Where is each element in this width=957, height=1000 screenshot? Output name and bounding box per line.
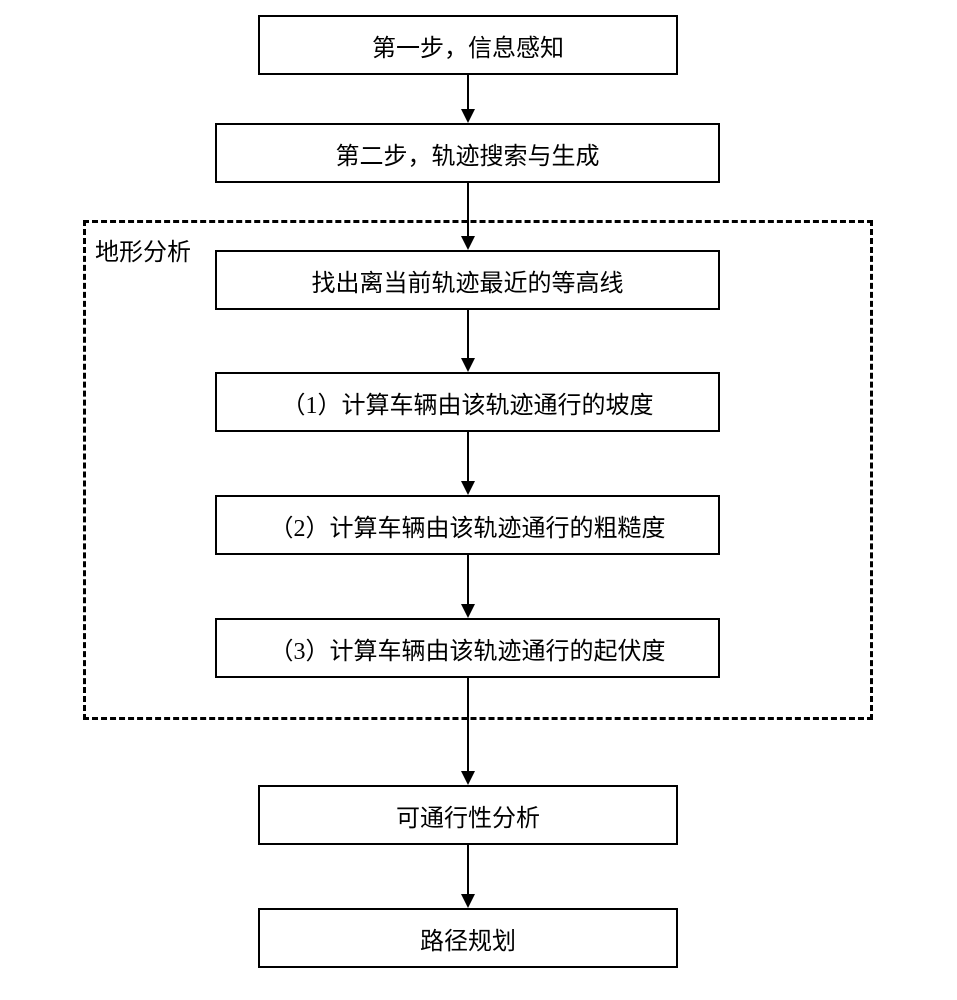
terrain-undulation-box: （3）计算车辆由该轨迹通行的起伏度 [215,618,720,678]
terrain-analysis-label: 地形分析 [95,232,191,267]
terrain-undulation-label: （3）计算车辆由该轨迹通行的起伏度 [270,631,666,666]
terrain-find-contour-box: 找出离当前轨迹最近的等高线 [215,250,720,310]
step-2-label: 第二步，轨迹搜索与生成 [336,136,600,171]
passability-box: 可通行性分析 [258,785,678,845]
step-2-box: 第二步，轨迹搜索与生成 [215,123,720,183]
terrain-slope-label: （1）计算车辆由该轨迹通行的坡度 [282,385,654,420]
terrain-roughness-label: （2）计算车辆由该轨迹通行的粗糙度 [270,508,666,543]
step-1-box: 第一步，信息感知 [258,15,678,75]
passability-label: 可通行性分析 [396,798,540,833]
terrain-roughness-box: （2）计算车辆由该轨迹通行的粗糙度 [215,495,720,555]
arrow-t_find-to-t_slope [454,310,482,372]
terrain-slope-box: （1）计算车辆由该轨迹通行的坡度 [215,372,720,432]
arrow-t_rough-to-t_undul [454,555,482,618]
arrow-step1-to-step2 [454,75,482,123]
path-planning-box: 路径规划 [258,908,678,968]
arrow-t_undul-to-passab [454,678,482,785]
path-planning-label: 路径规划 [420,921,516,956]
arrow-passab-to-plan [454,845,482,908]
arrow-t_slope-to-t_rough [454,432,482,495]
terrain-find-contour-label: 找出离当前轨迹最近的等高线 [312,263,624,298]
step-1-label: 第一步，信息感知 [372,28,564,63]
arrow-step2-to-t_find [454,183,482,250]
